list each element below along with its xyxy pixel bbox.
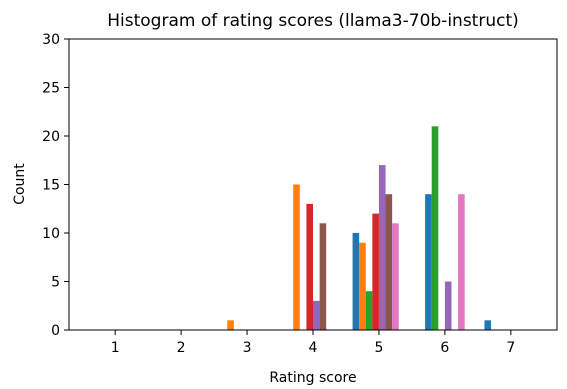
- y-tick-label: 10: [42, 226, 60, 242]
- y-tick-label: 5: [51, 275, 60, 291]
- bars-layer: [227, 126, 492, 330]
- bar-series4-1: [306, 203, 313, 330]
- bar-series2-2: [293, 184, 300, 330]
- y-tick-label: 20: [42, 129, 60, 145]
- bar-series7-2: [458, 194, 465, 330]
- bar-series7-1: [392, 223, 399, 330]
- x-tick-label: 3: [243, 340, 252, 356]
- x-tick-label: 7: [506, 340, 515, 356]
- bar-series5-2: [378, 165, 386, 330]
- bar-series6-1: [319, 223, 327, 330]
- bar-series5-1: [313, 300, 320, 330]
- x-tick-label: 4: [309, 340, 318, 356]
- y-tick-label: 0: [51, 323, 60, 339]
- x-tick-label: 1: [111, 340, 120, 356]
- bar-series2-1: [227, 320, 234, 330]
- x-axis-label: Rating score: [269, 370, 356, 386]
- x-tick-label: 5: [374, 340, 383, 356]
- bar-series3-1: [365, 291, 373, 330]
- x-tick-label: 2: [177, 340, 186, 356]
- y-tick-label: 30: [42, 32, 60, 48]
- bar-series6-2: [385, 194, 393, 330]
- x-tick-label: 6: [440, 340, 449, 356]
- y-tick-label: 15: [42, 178, 60, 194]
- bar-series1-3: [484, 320, 492, 330]
- y-axis-ticks: 0 5 10 15 20 25 30: [42, 32, 69, 339]
- bar-series3-2: [431, 126, 439, 330]
- y-axis-label: Count: [12, 163, 28, 205]
- bar-series2-3: [359, 242, 366, 330]
- bar-series5-3: [444, 281, 452, 330]
- bar-series1-1: [352, 233, 360, 330]
- plot-frame: [68, 38, 558, 331]
- chart-title: Histogram of rating scores (llama3-70b-i…: [107, 11, 519, 31]
- bar-series1-2: [425, 194, 432, 330]
- bar-series4-2: [372, 213, 379, 330]
- y-tick-label: 25: [42, 81, 60, 97]
- x-axis-ticks: 1 2 3 4 5 6 7: [111, 330, 515, 356]
